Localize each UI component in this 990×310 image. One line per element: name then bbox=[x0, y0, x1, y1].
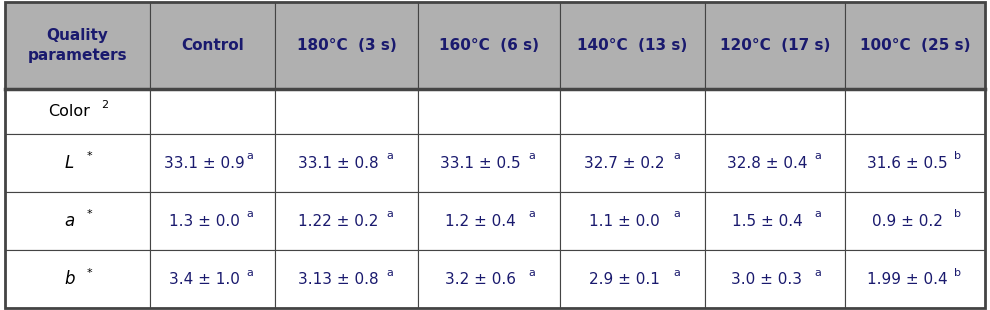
Text: a: a bbox=[247, 151, 253, 161]
Bar bbox=[275, 134, 418, 192]
Text: b: b bbox=[954, 151, 961, 161]
Text: b: b bbox=[64, 270, 75, 288]
Text: 2: 2 bbox=[101, 100, 108, 109]
Text: 32.8 ± 0.4: 32.8 ± 0.4 bbox=[727, 156, 807, 171]
Bar bbox=[150, 2, 275, 89]
Text: 120°C  (17 s): 120°C (17 s) bbox=[720, 38, 830, 53]
Text: a: a bbox=[814, 151, 821, 161]
Bar bbox=[559, 250, 705, 308]
Text: *: * bbox=[86, 210, 92, 219]
Text: Color: Color bbox=[49, 104, 90, 119]
Bar bbox=[275, 250, 418, 308]
Bar bbox=[844, 134, 985, 192]
Text: a: a bbox=[529, 151, 536, 161]
Bar bbox=[5, 250, 150, 308]
Text: 1.3 ± 0.0: 1.3 ± 0.0 bbox=[169, 214, 241, 229]
Bar bbox=[150, 250, 275, 308]
Text: a: a bbox=[529, 210, 536, 219]
Bar bbox=[844, 192, 985, 250]
Text: 33.1 ± 0.5: 33.1 ± 0.5 bbox=[441, 156, 521, 171]
Text: a: a bbox=[386, 268, 393, 277]
Text: a: a bbox=[64, 212, 74, 230]
Text: a: a bbox=[247, 210, 253, 219]
Bar bbox=[844, 250, 985, 308]
Text: b: b bbox=[954, 268, 961, 277]
Text: a: a bbox=[386, 151, 393, 161]
Bar bbox=[5, 134, 150, 192]
Text: 3.2 ± 0.6: 3.2 ± 0.6 bbox=[446, 272, 516, 287]
Bar bbox=[5, 89, 150, 134]
Text: 100°C  (25 s): 100°C (25 s) bbox=[859, 38, 970, 53]
Text: 1.5 ± 0.4: 1.5 ± 0.4 bbox=[732, 214, 802, 229]
Bar bbox=[705, 134, 844, 192]
Bar bbox=[275, 89, 418, 134]
Text: 3.0 ± 0.3: 3.0 ± 0.3 bbox=[732, 272, 803, 287]
Bar bbox=[418, 89, 559, 134]
Text: *: * bbox=[86, 268, 92, 277]
Bar bbox=[844, 2, 985, 89]
Bar bbox=[705, 2, 844, 89]
Bar bbox=[5, 192, 150, 250]
Text: 160°C  (6 s): 160°C (6 s) bbox=[439, 38, 539, 53]
Text: a: a bbox=[814, 210, 821, 219]
Text: 1.1 ± 0.0: 1.1 ± 0.0 bbox=[589, 214, 659, 229]
Bar bbox=[418, 192, 559, 250]
Text: 32.7 ± 0.2: 32.7 ± 0.2 bbox=[584, 156, 664, 171]
Text: a: a bbox=[386, 210, 393, 219]
Text: a: a bbox=[529, 268, 536, 277]
Text: a: a bbox=[814, 268, 821, 277]
Text: Quality
parameters: Quality parameters bbox=[28, 28, 128, 63]
Text: b: b bbox=[954, 210, 961, 219]
Text: 31.6 ± 0.5: 31.6 ± 0.5 bbox=[866, 156, 947, 171]
Bar bbox=[275, 192, 418, 250]
Text: 33.1 ± 0.9: 33.1 ± 0.9 bbox=[164, 156, 246, 171]
Bar bbox=[150, 192, 275, 250]
Bar bbox=[418, 134, 559, 192]
Bar bbox=[559, 192, 705, 250]
Text: a: a bbox=[247, 268, 253, 277]
Text: a: a bbox=[673, 268, 680, 277]
Bar bbox=[418, 2, 559, 89]
Text: Control: Control bbox=[181, 38, 245, 53]
Text: 0.9 ± 0.2: 0.9 ± 0.2 bbox=[871, 214, 942, 229]
Bar bbox=[844, 89, 985, 134]
Text: 3.13 ± 0.8: 3.13 ± 0.8 bbox=[298, 272, 379, 287]
Bar bbox=[559, 2, 705, 89]
Bar bbox=[559, 89, 705, 134]
Text: 3.4 ± 1.0: 3.4 ± 1.0 bbox=[169, 272, 241, 287]
Bar bbox=[5, 2, 150, 89]
Text: 1.2 ± 0.4: 1.2 ± 0.4 bbox=[446, 214, 516, 229]
Bar bbox=[705, 89, 844, 134]
Text: a: a bbox=[673, 151, 680, 161]
Text: 1.22 ± 0.2: 1.22 ± 0.2 bbox=[298, 214, 379, 229]
Bar bbox=[418, 250, 559, 308]
Text: L: L bbox=[65, 154, 74, 172]
Text: 1.99 ± 0.4: 1.99 ± 0.4 bbox=[866, 272, 947, 287]
Bar bbox=[150, 89, 275, 134]
Bar bbox=[150, 134, 275, 192]
Bar bbox=[559, 134, 705, 192]
Text: 180°C  (3 s): 180°C (3 s) bbox=[297, 38, 396, 53]
Bar bbox=[275, 2, 418, 89]
Text: a: a bbox=[673, 210, 680, 219]
Text: 140°C  (13 s): 140°C (13 s) bbox=[577, 38, 687, 53]
Bar bbox=[705, 250, 844, 308]
Text: 2.9 ± 0.1: 2.9 ± 0.1 bbox=[589, 272, 659, 287]
Text: 33.1 ± 0.8: 33.1 ± 0.8 bbox=[298, 156, 379, 171]
Text: *: * bbox=[86, 151, 92, 161]
Bar bbox=[705, 192, 844, 250]
